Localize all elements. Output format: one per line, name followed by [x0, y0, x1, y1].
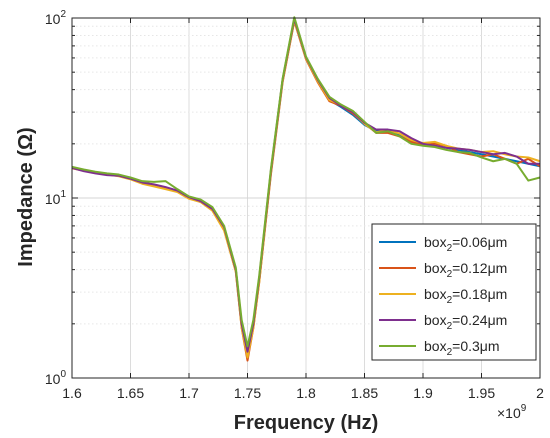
x-tick-label: 1.85: [351, 385, 378, 401]
x-axis-title: Frequency (Hz): [234, 412, 378, 434]
legend-label-2: box2=0.12μm: [424, 260, 507, 280]
legend-label-3: box2=0.18μm: [424, 286, 507, 306]
x-tick-label: 1.6: [62, 385, 82, 401]
y-tick-label: 102: [45, 9, 67, 27]
legend-label-1: box2=0.06μm: [424, 234, 507, 254]
series-lines: [71, 16, 541, 362]
legend-label-5: box2=0.3μm: [424, 338, 500, 358]
y-tick-label: 101: [45, 189, 67, 207]
x-tick-label: 1.75: [234, 385, 261, 401]
x-tick-label: 1.95: [468, 385, 495, 401]
x-tick-label: 1.7: [179, 385, 199, 401]
y-axis-title: Impedance (Ω): [15, 127, 37, 266]
x-tick-label: 2: [536, 385, 544, 401]
x-tick-label: 1.8: [296, 385, 316, 401]
series-line-5: [71, 16, 541, 348]
y-tick-label: 100: [45, 369, 67, 387]
x-exponent: ×109: [497, 403, 527, 421]
x-tick-label: 1.65: [117, 385, 144, 401]
legend-label-4: box2=0.24μm: [424, 312, 507, 332]
x-tick-labels: 1.6 1.65 1.7 1.75 1.8 1.85 1.9 1.95 2: [62, 385, 544, 401]
y-tick-labels: 100 101 102: [45, 9, 67, 387]
legend: box2=0.06μm box2=0.12μm box2=0.18μm box2=0.…: [371, 223, 537, 361]
grid: [72, 18, 540, 378]
legend-box: [371, 223, 537, 361]
ticks: [71, 17, 541, 379]
x-tick-label: 1.9: [413, 385, 433, 401]
